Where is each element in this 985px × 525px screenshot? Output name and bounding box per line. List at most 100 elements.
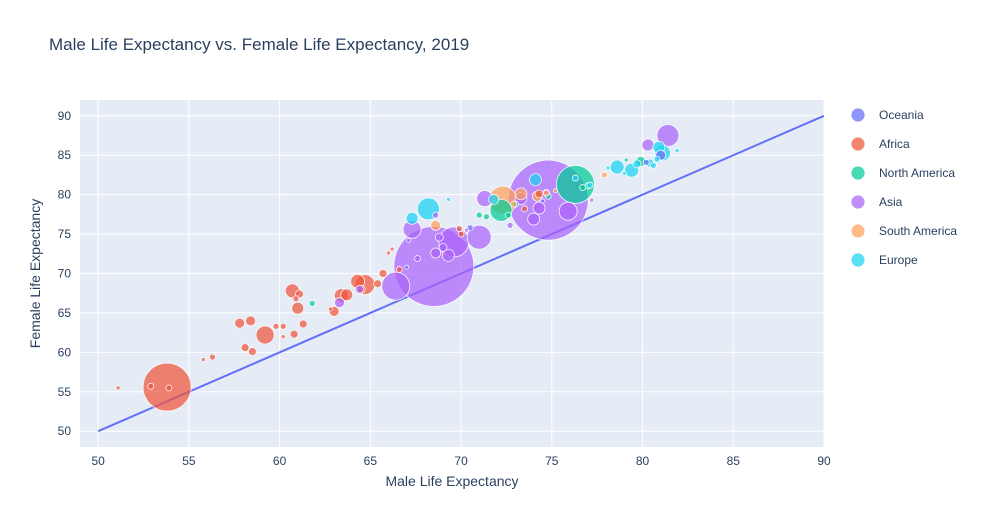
- data-point-africa[interactable]: [280, 334, 286, 339]
- data-point-oceania[interactable]: [540, 198, 546, 204]
- data-point-europe[interactable]: [653, 155, 661, 163]
- data-point-north-america[interactable]: [308, 300, 316, 307]
- data-point-south-america[interactable]: [553, 188, 558, 194]
- data-point-africa[interactable]: [457, 230, 465, 238]
- legend-item-europe[interactable]: Europe: [850, 252, 918, 268]
- data-point-asia[interactable]: [438, 243, 448, 252]
- data-point-asia[interactable]: [589, 197, 595, 203]
- data-point-asia[interactable]: [527, 212, 541, 226]
- data-point-north-america[interactable]: [483, 213, 490, 221]
- data-point-africa[interactable]: [165, 384, 173, 392]
- data-point-asia[interactable]: [441, 248, 455, 262]
- data-point-africa[interactable]: [298, 319, 308, 329]
- data-point-africa[interactable]: [209, 353, 216, 361]
- data-point-oceania[interactable]: [404, 264, 410, 270]
- data-point-europe[interactable]: [605, 165, 611, 171]
- data-point-asia[interactable]: [466, 224, 492, 250]
- data-point-europe[interactable]: [621, 170, 627, 176]
- legend-item-south-america[interactable]: South America: [850, 223, 957, 239]
- data-point-europe[interactable]: [529, 173, 542, 187]
- data-point-africa[interactable]: [386, 250, 391, 256]
- data-point-europe[interactable]: [405, 211, 419, 225]
- data-point-europe[interactable]: [571, 174, 579, 182]
- data-point-asia[interactable]: [430, 247, 442, 259]
- data-point-europe[interactable]: [674, 148, 680, 153]
- legend-item-north-america[interactable]: North America: [850, 165, 955, 181]
- data-point-africa[interactable]: [255, 325, 275, 345]
- legend-item-oceania[interactable]: Oceania: [850, 107, 924, 123]
- data-point-europe[interactable]: [445, 196, 451, 202]
- data-point-africa[interactable]: [455, 225, 463, 232]
- legend-label: Asia: [879, 195, 903, 209]
- y-axis-title: Female Life Expectancy: [27, 199, 43, 348]
- data-point-asia[interactable]: [355, 284, 364, 294]
- data-point-asia[interactable]: [381, 271, 411, 301]
- legend-marker: [850, 165, 866, 181]
- data-point-europe[interactable]: [488, 193, 500, 205]
- legend-item-africa[interactable]: Africa: [850, 136, 910, 152]
- data-point-africa[interactable]: [373, 279, 383, 289]
- data-point-europe[interactable]: [632, 159, 642, 169]
- x-tick-label: 80: [636, 454, 650, 468]
- data-point-north-america[interactable]: [623, 157, 629, 163]
- y-tick-label: 55: [58, 385, 72, 399]
- data-point-africa[interactable]: [395, 266, 403, 273]
- data-point-asia[interactable]: [434, 232, 444, 242]
- x-tick-label: 50: [91, 454, 105, 468]
- data-point-africa[interactable]: [328, 306, 333, 312]
- legend-marker: [850, 136, 866, 152]
- data-point-asia[interactable]: [414, 255, 421, 262]
- data-point-africa[interactable]: [279, 322, 287, 330]
- legend-label: South America: [879, 224, 957, 238]
- y-tick-label: 65: [58, 306, 72, 320]
- data-point-south-america[interactable]: [430, 219, 442, 231]
- data-point-asia[interactable]: [464, 227, 469, 233]
- legend-label: Oceania: [879, 108, 924, 122]
- data-point-africa[interactable]: [234, 317, 246, 329]
- legend-marker: [850, 107, 866, 123]
- legend-marker: [850, 194, 866, 210]
- x-tick-label: 65: [364, 454, 378, 468]
- legend-item-asia[interactable]: Asia: [850, 194, 903, 210]
- data-point-africa[interactable]: [115, 385, 121, 391]
- data-point-africa[interactable]: [147, 382, 155, 390]
- data-point-asia[interactable]: [406, 237, 411, 243]
- data-point-north-america[interactable]: [475, 211, 483, 219]
- data-point-africa[interactable]: [272, 322, 280, 330]
- legend-label: North America: [879, 166, 955, 180]
- data-points: [115, 124, 680, 412]
- data-point-europe[interactable]: [650, 162, 657, 169]
- data-point-africa[interactable]: [389, 246, 395, 252]
- data-point-north-america[interactable]: [504, 211, 512, 219]
- data-point-africa[interactable]: [378, 269, 388, 278]
- data-point-asia[interactable]: [558, 201, 578, 221]
- data-point-africa[interactable]: [289, 329, 299, 339]
- data-point-asia[interactable]: [506, 221, 514, 229]
- data-point-asia[interactable]: [532, 201, 546, 215]
- data-point-africa[interactable]: [340, 288, 354, 302]
- data-point-europe[interactable]: [586, 181, 594, 189]
- data-point-africa[interactable]: [200, 357, 206, 362]
- data-point-europe[interactable]: [609, 159, 625, 175]
- data-point-north-america[interactable]: [555, 164, 595, 204]
- data-point-africa[interactable]: [240, 343, 250, 353]
- x-tick-label: 55: [182, 454, 196, 468]
- data-point-south-america[interactable]: [510, 200, 518, 208]
- data-point-africa[interactable]: [245, 315, 256, 327]
- data-point-africa[interactable]: [291, 301, 305, 315]
- y-tick-label: 75: [58, 227, 72, 241]
- data-point-asia[interactable]: [334, 297, 345, 309]
- data-point-africa[interactable]: [292, 295, 300, 303]
- data-point-asia[interactable]: [641, 138, 655, 152]
- data-point-asia[interactable]: [432, 211, 440, 219]
- legend[interactable]: Oceania Africa North America Asia South Amer…: [850, 107, 957, 268]
- data-point-oceania[interactable]: [642, 158, 650, 166]
- data-point-south-america[interactable]: [542, 189, 550, 197]
- data-point-south-america[interactable]: [601, 171, 608, 179]
- data-point-south-america[interactable]: [514, 187, 528, 201]
- data-point-africa[interactable]: [534, 189, 544, 199]
- data-point-africa[interactable]: [247, 347, 257, 356]
- data-point-africa[interactable]: [521, 205, 528, 213]
